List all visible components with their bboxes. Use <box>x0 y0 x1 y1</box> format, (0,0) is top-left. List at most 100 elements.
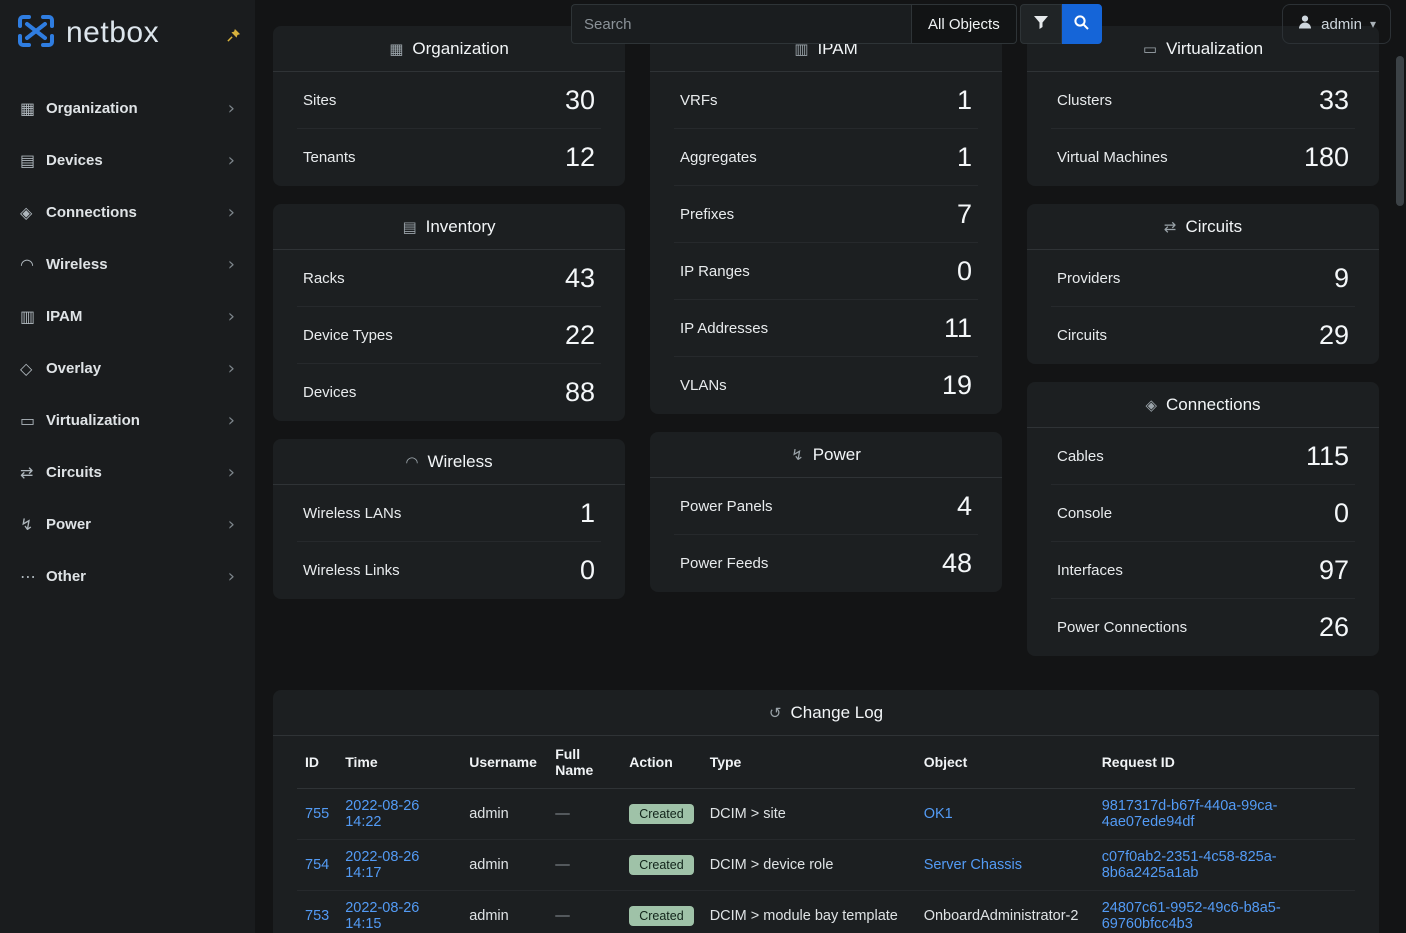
stat-value[interactable]: 19 <box>941 370 972 400</box>
sidebar-item-organization[interactable]: ▦ Organization › <box>8 82 247 134</box>
stat-value[interactable]: 30 <box>564 84 595 115</box>
change-request-id-link[interactable]: 24807c61-9952-49c6-b8a5-69760bfcc4b3 <box>1101 900 1281 932</box>
card-title: Wireless <box>427 452 493 471</box>
stat-value[interactable]: 0 <box>956 255 972 286</box>
connections-icon: ◈ <box>1145 396 1158 414</box>
stat-value[interactable]: 22 <box>564 319 595 350</box>
search-scope-dropdown[interactable]: All Objects <box>911 4 1017 44</box>
stat-value[interactable]: 4 <box>956 490 972 521</box>
stat-value[interactable]: 43 <box>564 262 595 293</box>
sidebar-item-wireless[interactable]: ◠ Wireless › <box>8 238 247 290</box>
dashboard-column-3: ▭ Virtualization Clusters 33 Virtual Mac… <box>1027 26 1379 656</box>
stat-row-clusters: Clusters 33 <box>1051 72 1355 129</box>
stat-label: Virtual Machines <box>1057 149 1168 166</box>
dashboard-column-1: ▦ Organization Sites 30 Tenants 12 <box>273 26 625 656</box>
sidebar-item-circuits[interactable]: ⇄ Circuits › <box>8 446 247 498</box>
change-time-link[interactable]: 2022-08-26 14:15 <box>345 900 420 932</box>
stat-value[interactable]: 1 <box>956 84 972 115</box>
connections-icon: ◈ <box>20 202 33 222</box>
stat-value[interactable]: 97 <box>1318 554 1349 585</box>
column-header-id: ID <box>297 736 338 789</box>
change-username: admin <box>461 839 548 891</box>
sidebar-item-overlay[interactable]: ◇ Overlay › <box>8 342 247 394</box>
stat-label: Console <box>1057 504 1113 522</box>
change-object-link[interactable]: OK1 <box>923 806 953 822</box>
column-header-request-id: Request ID <box>1093 736 1355 789</box>
scrollbar-thumb[interactable] <box>1396 56 1404 206</box>
change-time-link[interactable]: 2022-08-26 14:22 <box>345 798 420 830</box>
stat-value[interactable]: 7 <box>956 198 972 229</box>
stat-label: VLANs <box>680 377 727 394</box>
stat-value[interactable]: 1 <box>956 141 972 172</box>
stat-row-providers: Providers 9 <box>1051 250 1355 307</box>
devices-icon: ▤ <box>20 150 36 170</box>
change-time-link[interactable]: 2022-08-26 14:17 <box>345 849 420 881</box>
sidebar-item-power[interactable]: ↯ Power › <box>8 498 247 550</box>
stat-label: Tenants <box>303 149 356 166</box>
chevron-right-icon: › <box>227 357 235 379</box>
sidebar-pin-button[interactable] <box>226 28 241 43</box>
chevron-right-icon: › <box>227 305 235 327</box>
stat-value[interactable]: 9 <box>1333 262 1349 293</box>
stat-value[interactable]: 11 <box>943 312 972 343</box>
power-icon: ↯ <box>791 446 804 464</box>
main-area: All Objects <box>255 0 1406 933</box>
stat-value[interactable]: 12 <box>564 142 595 172</box>
filter-button[interactable] <box>1019 4 1062 44</box>
stat-label: Interfaces <box>1057 561 1123 579</box>
stat-row-tenants: Tenants 12 <box>297 129 601 186</box>
stat-label: Racks <box>303 269 345 287</box>
netbox-logo[interactable]: netbox <box>14 12 159 54</box>
stat-value[interactable]: 48 <box>941 548 972 578</box>
brand-name: netbox <box>66 16 160 49</box>
stat-value[interactable]: 26 <box>1318 612 1349 642</box>
sidebar-item-label: Power <box>46 515 92 533</box>
sidebar-item-label: Organization <box>46 99 138 117</box>
overlay-icon: ◇ <box>20 358 33 378</box>
stat-row-power-panels: Power Panels 4 <box>674 478 978 535</box>
sidebar-item-ipam[interactable]: ▥ IPAM › <box>8 290 247 342</box>
change-id-link[interactable]: 755 <box>305 806 330 822</box>
stat-value[interactable]: 33 <box>1318 84 1349 115</box>
stat-value[interactable]: 88 <box>564 377 595 407</box>
stat-value[interactable]: 29 <box>1318 320 1349 350</box>
user-menu-button[interactable]: admin ▾ <box>1282 4 1391 44</box>
stat-value[interactable]: 180 <box>1303 142 1349 172</box>
column-header-username: Username <box>461 736 548 789</box>
stat-row-cables: Cables 115 <box>1051 428 1355 485</box>
stat-label: Sites <box>303 91 337 109</box>
wireless-icon: ◠ <box>405 453 419 471</box>
sidebar-item-other[interactable]: ⋯ Other › <box>8 550 247 602</box>
change-type: DCIM > site <box>701 788 916 840</box>
stat-row-vrfs: VRFs 1 <box>674 72 978 129</box>
change-request-id-link[interactable]: c07f0ab2-2351-4c58-825a-8b6a2425a1ab <box>1101 849 1277 881</box>
change-id-link[interactable]: 754 <box>305 857 330 873</box>
page-scrollbar[interactable] <box>1396 0 1404 933</box>
search-input[interactable] <box>571 4 911 44</box>
netbox-logo-icon <box>14 12 58 54</box>
card-title: Organization <box>412 39 509 58</box>
sidebar-item-virtualization[interactable]: ▭ Virtualization › <box>8 394 247 446</box>
chevron-right-icon: › <box>227 461 235 483</box>
stat-value[interactable]: 115 <box>1305 440 1349 471</box>
change-id-link[interactable]: 753 <box>305 908 330 924</box>
sidebar-item-label: Virtualization <box>46 411 140 429</box>
change-username: admin <box>461 788 548 840</box>
stat-value[interactable]: 1 <box>579 497 595 528</box>
change-type: DCIM > module bay template <box>709 908 898 924</box>
card-change-log: ↺ Change Log ID Time Username Full Name … <box>273 690 1379 933</box>
card-virtualization: ▭ Virtualization Clusters 33 Virtual Mac… <box>1027 26 1379 186</box>
change-object-link[interactable]: Server Chassis <box>923 857 1022 873</box>
sidebar-item-devices[interactable]: ▤ Devices › <box>8 134 247 186</box>
search-submit-button[interactable] <box>1061 4 1102 44</box>
change-request-id-link[interactable]: 9817317d-b67f-440a-99ca-4ae07ede94df <box>1101 798 1278 830</box>
stat-value[interactable]: 0 <box>579 555 595 585</box>
stat-row-aggregates: Aggregates 1 <box>674 129 978 186</box>
sidebar-item-connections[interactable]: ◈ Connections › <box>8 186 247 238</box>
stat-value[interactable]: 0 <box>1333 497 1349 528</box>
change-object: OnboardAdministrator-2 <box>923 908 1079 924</box>
action-badge: Created <box>629 855 694 875</box>
change-full-name: — <box>547 839 622 891</box>
stat-row-circuits: Circuits 29 <box>1051 307 1355 364</box>
circuits-icon: ⇄ <box>20 462 34 482</box>
